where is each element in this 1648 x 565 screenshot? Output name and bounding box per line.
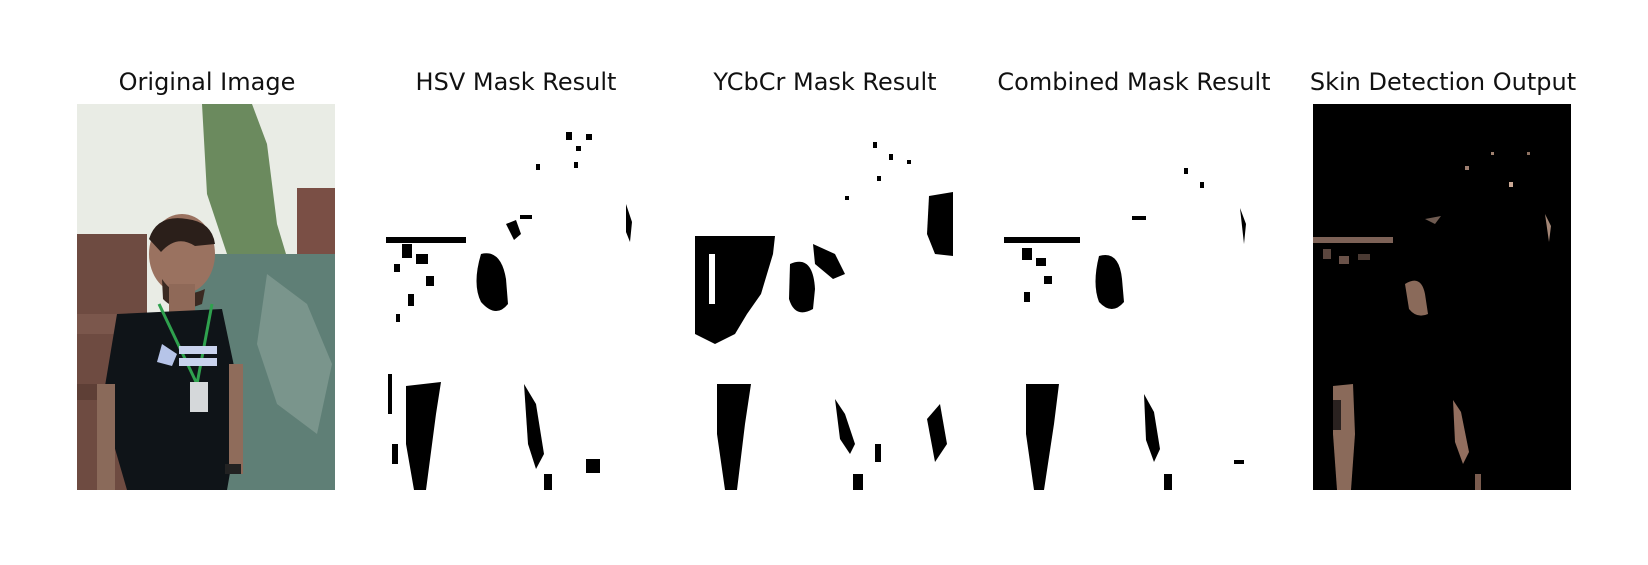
panel-title-combined: Combined Mask Result — [997, 68, 1271, 96]
panel-ycbcr-mask: YCbCr Mask Result — [695, 0, 955, 565]
panel-original: Original Image — [77, 0, 337, 565]
panel-title-skin-output: Skin Detection Output — [1309, 68, 1577, 96]
combined-mask-image — [1004, 104, 1262, 490]
skin-output-image — [1313, 104, 1571, 490]
original-image — [77, 104, 335, 490]
hsv-mask-image — [386, 104, 644, 490]
panel-title-original: Original Image — [118, 68, 296, 96]
panel-hsv-mask: HSV Mask Result — [386, 0, 646, 565]
ycbcr-mask-image — [695, 104, 953, 490]
panel-combined-mask: Combined Mask Result — [997, 0, 1271, 565]
panel-skin-output: Skin Detection Output — [1310, 0, 1576, 565]
panel-title-ycbcr: YCbCr Mask Result — [713, 68, 937, 96]
panel-title-hsv: HSV Mask Result — [415, 68, 617, 96]
